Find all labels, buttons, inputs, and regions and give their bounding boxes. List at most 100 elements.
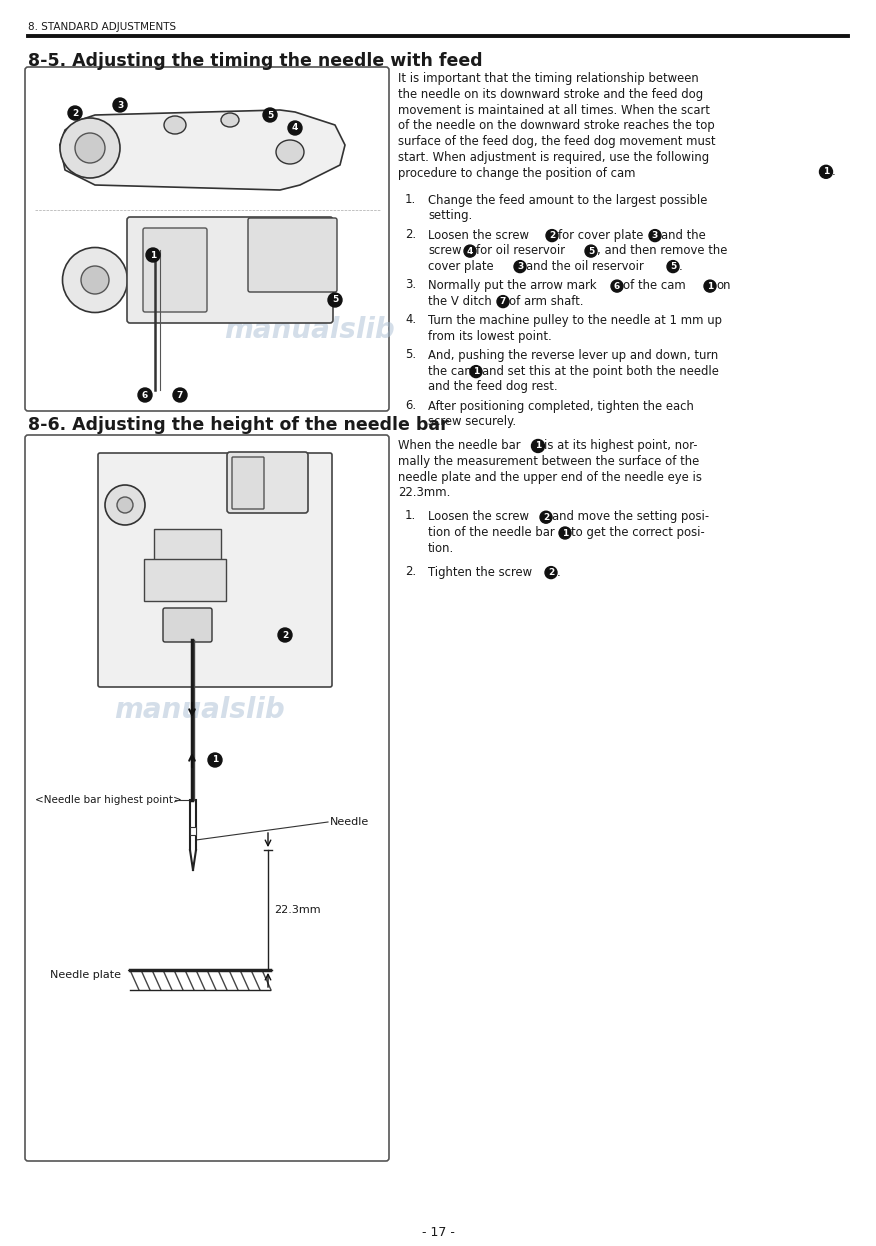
Circle shape <box>559 527 571 540</box>
Text: 3.: 3. <box>405 278 416 292</box>
Circle shape <box>545 567 557 578</box>
Text: 22.3mm: 22.3mm <box>274 905 321 915</box>
Text: 2.: 2. <box>405 228 416 240</box>
Text: 2: 2 <box>72 108 78 117</box>
Circle shape <box>470 365 482 378</box>
Text: and move the setting posi-: and move the setting posi- <box>552 510 710 523</box>
FancyBboxPatch shape <box>248 218 337 292</box>
Text: movement is maintained at all times. When the scart: movement is maintained at all times. Whe… <box>398 103 710 117</box>
Text: surface of the feed dog, the feed dog movement must: surface of the feed dog, the feed dog mo… <box>398 136 716 148</box>
Text: 1: 1 <box>562 528 569 537</box>
Text: 8-6. Adjusting the height of the needle bar: 8-6. Adjusting the height of the needle … <box>28 416 449 434</box>
Circle shape <box>532 440 545 452</box>
Circle shape <box>546 229 558 242</box>
Text: of the needle on the downward stroke reaches the top: of the needle on the downward stroke rea… <box>398 120 715 132</box>
FancyBboxPatch shape <box>143 228 207 312</box>
Bar <box>190 827 196 835</box>
FancyBboxPatch shape <box>232 457 264 510</box>
Text: from its lowest point.: from its lowest point. <box>428 330 552 343</box>
Text: on: on <box>716 279 731 292</box>
Text: 1: 1 <box>707 282 713 290</box>
FancyBboxPatch shape <box>127 217 333 323</box>
Circle shape <box>704 280 716 292</box>
Text: .: . <box>557 566 561 578</box>
Text: .: . <box>679 259 682 273</box>
Text: cover plate: cover plate <box>428 259 493 273</box>
Text: 1: 1 <box>212 755 218 765</box>
FancyBboxPatch shape <box>25 435 389 1161</box>
Text: 1.: 1. <box>405 510 416 522</box>
Text: 5: 5 <box>670 262 676 272</box>
Ellipse shape <box>105 485 145 525</box>
Text: is at its highest point, nor-: is at its highest point, nor- <box>544 439 697 452</box>
Polygon shape <box>60 110 345 189</box>
Circle shape <box>146 248 160 262</box>
FancyBboxPatch shape <box>163 608 212 642</box>
Text: 7: 7 <box>500 297 506 307</box>
Text: Loosen the screw: Loosen the screw <box>428 510 529 523</box>
FancyBboxPatch shape <box>144 559 226 601</box>
Circle shape <box>328 293 342 307</box>
Text: 6: 6 <box>614 282 620 290</box>
Text: needle plate and the upper end of the needle eye is: needle plate and the upper end of the ne… <box>398 471 702 483</box>
Text: manualslib: manualslib <box>224 316 395 344</box>
Text: for oil reservoir: for oil reservoir <box>476 244 565 257</box>
Text: 8-5. Adjusting the timing the needle with feed: 8-5. Adjusting the timing the needle wit… <box>28 52 483 70</box>
Text: 5: 5 <box>267 111 273 120</box>
Text: screw securely.: screw securely. <box>428 415 516 429</box>
Ellipse shape <box>75 133 105 163</box>
Circle shape <box>68 106 82 120</box>
Text: 8. STANDARD ADJUSTMENTS: 8. STANDARD ADJUSTMENTS <box>28 22 176 32</box>
Circle shape <box>138 388 152 402</box>
Circle shape <box>464 245 476 257</box>
Text: 2: 2 <box>548 568 555 577</box>
Text: Normally put the arrow mark: Normally put the arrow mark <box>428 279 597 292</box>
Text: manualslib: manualslib <box>115 697 286 724</box>
Text: the cam: the cam <box>428 365 476 378</box>
Text: setting.: setting. <box>428 209 472 222</box>
Text: 2: 2 <box>549 231 555 240</box>
FancyBboxPatch shape <box>154 530 221 561</box>
Text: 7: 7 <box>177 390 183 400</box>
Text: tion of the needle bar: tion of the needle bar <box>428 526 555 540</box>
Text: 6: 6 <box>142 390 148 400</box>
Text: Tighten the screw: Tighten the screw <box>428 566 532 578</box>
Text: It is important that the timing relationship between: It is important that the timing relation… <box>398 72 699 85</box>
Text: 4: 4 <box>292 123 298 132</box>
Text: for cover plate: for cover plate <box>558 228 643 242</box>
Text: 2: 2 <box>543 512 549 522</box>
Text: 2: 2 <box>282 630 288 639</box>
Text: screw: screw <box>428 244 462 257</box>
Circle shape <box>497 295 509 308</box>
Text: <Needle bar highest point>: <Needle bar highest point> <box>35 795 181 805</box>
Text: Change the feed amount to the largest possible: Change the feed amount to the largest po… <box>428 193 708 207</box>
FancyBboxPatch shape <box>227 452 308 513</box>
Circle shape <box>585 245 597 257</box>
Ellipse shape <box>60 118 120 178</box>
Text: 3: 3 <box>117 101 124 110</box>
Text: - 17 -: - 17 - <box>421 1226 455 1239</box>
Circle shape <box>820 166 832 178</box>
Text: the V ditch: the V ditch <box>428 294 491 308</box>
Text: and the: and the <box>661 228 706 242</box>
Text: Needle plate: Needle plate <box>50 969 121 981</box>
Circle shape <box>288 121 302 135</box>
Text: 3: 3 <box>652 231 658 240</box>
Text: 22.3mm.: 22.3mm. <box>398 486 450 500</box>
Ellipse shape <box>164 116 186 135</box>
Text: And, pushing the reverse lever up and down, turn: And, pushing the reverse lever up and do… <box>428 349 718 363</box>
Text: , and then remove the: , and then remove the <box>597 244 727 257</box>
Circle shape <box>540 511 552 523</box>
FancyBboxPatch shape <box>98 454 332 687</box>
Ellipse shape <box>81 265 109 294</box>
Text: and set this at the point both the needle: and set this at the point both the needl… <box>482 365 719 378</box>
Circle shape <box>113 98 127 112</box>
Ellipse shape <box>276 140 304 164</box>
Text: 4.: 4. <box>405 313 416 326</box>
Text: and the oil reservoir: and the oil reservoir <box>526 259 644 273</box>
Text: start. When adjustment is required, use the following: start. When adjustment is required, use … <box>398 151 710 164</box>
Circle shape <box>514 260 526 273</box>
Text: and the feed dog rest.: and the feed dog rest. <box>428 380 558 392</box>
Circle shape <box>173 388 187 402</box>
Text: 3: 3 <box>517 262 523 272</box>
